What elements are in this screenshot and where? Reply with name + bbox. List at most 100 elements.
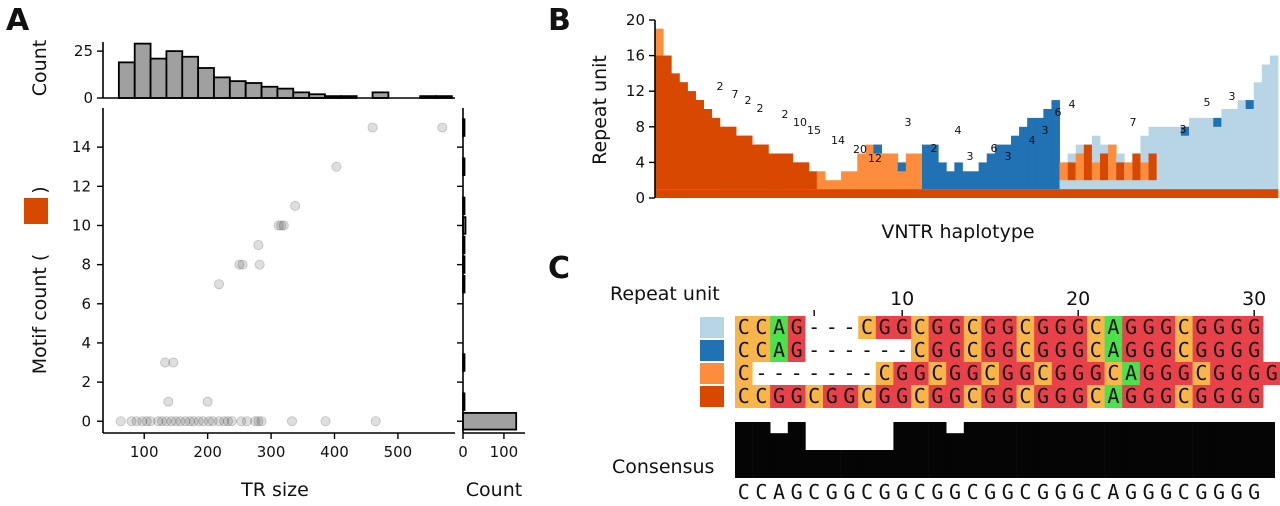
panel-letter-a: A [6, 3, 30, 38]
base-letter: - [808, 361, 820, 385]
haplotype-segment [1132, 189, 1141, 198]
base-letter: G [1125, 315, 1137, 339]
base-letter: G [1143, 361, 1155, 385]
haplotype-segment [970, 189, 980, 198]
base-cell [1122, 339, 1141, 362]
haplotype-segment [816, 189, 826, 198]
base-cell [981, 339, 1000, 362]
haplotype-segment [849, 171, 858, 190]
count-annotation: 3 [1229, 90, 1236, 103]
base-letter: G [896, 315, 908, 339]
base-letter: G [879, 315, 891, 339]
base-cell [1227, 362, 1246, 385]
scatter-point [168, 357, 179, 368]
haplotype-segment [1253, 189, 1263, 198]
haplotype-segment [727, 189, 737, 198]
scatter-point [234, 259, 245, 270]
base-cell [928, 385, 947, 408]
base-cell [805, 385, 824, 408]
haplotype-segment [1269, 189, 1279, 198]
repeat-unit-header: Repeat unit [610, 283, 720, 305]
base-letter: G [1213, 315, 1225, 339]
base-letter: - [755, 361, 767, 385]
conservation-bar [1139, 422, 1158, 478]
haplotype-segment [711, 117, 721, 172]
haplotype-segment [808, 171, 818, 190]
base-cell [963, 362, 982, 385]
haplotype-segment [1019, 189, 1028, 198]
base-cell [1210, 339, 1229, 362]
base-letter: G [967, 361, 979, 385]
scatter-point [207, 416, 218, 427]
haplotype-segment [1132, 153, 1141, 181]
histogram-bar [371, 91, 390, 99]
haplotype-segment [1197, 189, 1206, 198]
base-cell [805, 316, 824, 339]
histogram-bar [181, 55, 200, 99]
scatter-point [145, 416, 156, 427]
base-letter: - [896, 338, 908, 362]
consensus-letter: G [1143, 480, 1155, 502]
haplotype-segment [889, 153, 899, 190]
x-tick-label: 100 [130, 443, 159, 461]
count-annotation: 15 [807, 124, 821, 137]
consensus-letter: C [808, 480, 820, 502]
haplotype-segment [1075, 153, 1085, 181]
base-cell [1157, 339, 1176, 362]
base-cell [1087, 339, 1105, 362]
haplotype-segment [1140, 189, 1149, 198]
base-cell [1016, 316, 1035, 339]
base-letter: C [914, 338, 926, 362]
position-label: 30 [1242, 288, 1266, 310]
base-cell [1069, 385, 1088, 408]
base-letter: - [808, 315, 820, 339]
base-letter: - [843, 315, 855, 339]
base-letter: - [843, 361, 855, 385]
base-letter: A [1107, 338, 1119, 362]
haplotype-segment [695, 189, 704, 198]
haplotype-segment [719, 126, 729, 190]
count-annotation: 14 [831, 134, 845, 147]
base-letter: - [826, 315, 838, 339]
count-annotation: 3 [967, 150, 974, 163]
haplotype-segment [1011, 189, 1020, 198]
base-cell [911, 385, 929, 408]
base-letter: G [1037, 384, 1049, 408]
conservation-bar [1192, 422, 1211, 478]
scatter-point [290, 200, 301, 211]
haplotype-segment [768, 153, 777, 190]
haplotype-segment [1148, 189, 1158, 198]
y-axis-label: Count [29, 40, 51, 96]
base-letter: C [1019, 384, 1031, 408]
haplotype-segment [1156, 189, 1166, 198]
haplotype-segment [1059, 189, 1069, 198]
base-letter: A [1107, 315, 1119, 339]
base-letter: G [1160, 384, 1172, 408]
x-tick-label: 300 [257, 443, 286, 461]
base-letter: - [773, 361, 785, 385]
conservation-bar [823, 450, 841, 478]
base-cell [1069, 339, 1088, 362]
haplotype-segment [994, 144, 1004, 190]
haplotype-segment [897, 162, 907, 172]
base-cell [911, 339, 929, 362]
y-axis-label-group: Motif count () [24, 186, 51, 374]
base-cell [1263, 362, 1280, 385]
haplotype-segment [1205, 117, 1214, 190]
haplotype-segment [760, 144, 769, 190]
haplotype-segment [1035, 117, 1044, 190]
base-cell [1104, 385, 1123, 408]
count-annotation: 6 [1055, 106, 1062, 119]
haplotype-segment [1027, 189, 1036, 198]
base-cell [770, 339, 789, 362]
base-cell [1034, 362, 1053, 385]
count-annotation: 3 [1005, 150, 1012, 163]
base-cell [875, 385, 894, 408]
conservation-bar [787, 422, 806, 478]
base-letter: G [773, 384, 785, 408]
haplotype-segment [1213, 117, 1222, 190]
base-letter: G [1090, 361, 1102, 385]
consensus-letter: G [1231, 480, 1243, 502]
haplotype-segment [1116, 189, 1125, 198]
panel-letter-c: C [548, 251, 570, 286]
